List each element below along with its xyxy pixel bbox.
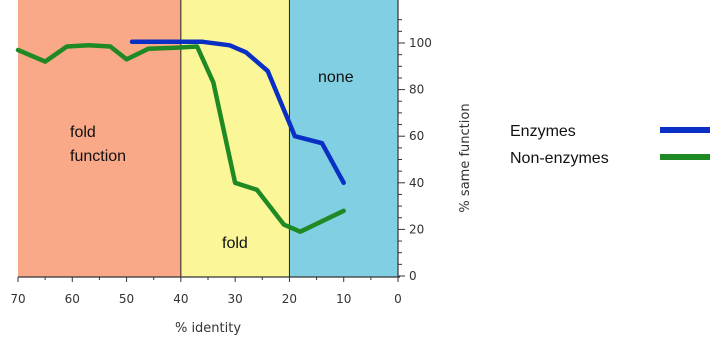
chart-series-lines [15,39,346,234]
x-tick-label: 70 [10,292,25,306]
y-axis-title: % same function [458,103,473,212]
chart-legend: Enzymes Non-enzymes [510,123,710,167]
y-tick-label: 100 [409,36,432,50]
x-tick-label: 50 [119,292,134,306]
series-line-non-enzymes [15,43,346,234]
region-label: fold [222,235,248,252]
y-tick-label: 0 [409,269,417,283]
series-line-enzymes [129,39,346,186]
legend-label: Enzymes [510,123,576,140]
x-axis-title: % identity [175,321,241,336]
region-label: function [70,148,126,165]
y-tick-label: 80 [409,83,424,97]
x-tick-label: 30 [228,292,243,306]
x-tick-label: 10 [336,292,351,306]
region-label: fold [70,124,96,141]
x-tick-label: 40 [173,292,188,306]
chart-region-labels: fold function fold none [70,69,354,252]
legend-label: Non-enzymes [510,150,609,167]
x-tick-label: 60 [65,292,80,306]
y-tick-label: 60 [409,129,424,143]
y-tick-label: 40 [409,176,424,190]
region-label: none [318,69,354,86]
x-tick-label: 0 [394,292,402,306]
x-tick-label: 20 [282,292,297,306]
y-tick-label: 20 [409,222,424,236]
